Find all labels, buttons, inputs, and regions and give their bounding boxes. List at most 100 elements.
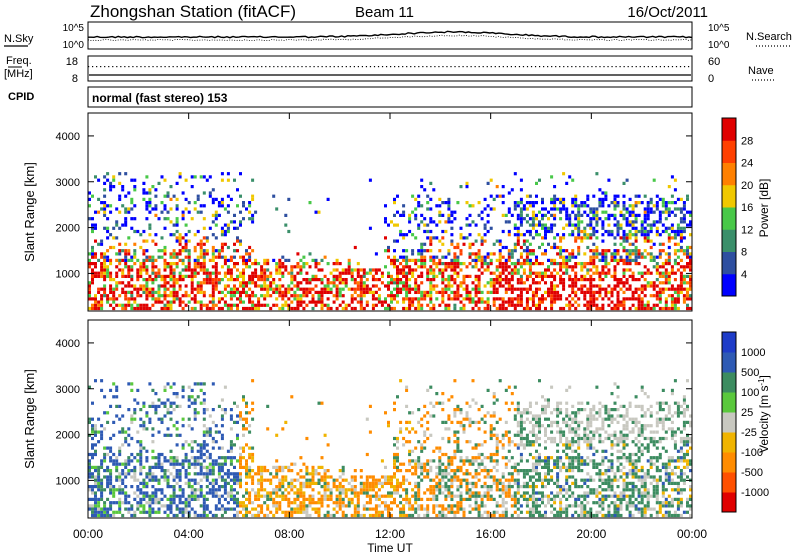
heatmap-cell <box>453 431 456 434</box>
heatmap-cell <box>659 249 662 252</box>
heatmap-cell <box>574 256 577 259</box>
heatmap-cell <box>496 398 499 401</box>
heatmap-cell <box>450 495 453 498</box>
heatmap-cell <box>360 294 363 297</box>
heatmap-cell <box>493 304 496 307</box>
heatmap-cell <box>481 301 484 304</box>
heatmap-cell <box>396 268 399 271</box>
heatmap-cell <box>541 224 544 227</box>
heatmap-cell <box>299 475 302 478</box>
heatmap-cell <box>245 504 248 507</box>
heatmap-cell <box>411 450 414 453</box>
heatmap-cell <box>686 211 689 214</box>
heatmap-cell <box>366 488 369 491</box>
heatmap-cell <box>387 281 390 284</box>
heatmap-cell <box>281 307 284 310</box>
heatmap-cell <box>185 304 188 307</box>
heatmap-cell <box>505 220 508 223</box>
heatmap-cell <box>429 272 432 275</box>
heatmap-cell <box>450 479 453 482</box>
heatmap-cell <box>475 284 478 287</box>
heatmap-cell <box>158 463 161 466</box>
heatmap-cell <box>396 440 399 443</box>
heatmap-cell <box>447 472 450 475</box>
heatmap-cell <box>508 304 511 307</box>
heatmap-cell <box>496 437 499 440</box>
heatmap-cell <box>130 198 133 201</box>
heatmap-cell <box>130 459 133 462</box>
heatmap-cell <box>94 256 97 259</box>
heatmap-cell <box>161 488 164 491</box>
heatmap-cell <box>127 297 130 300</box>
heatmap-cell <box>145 459 148 462</box>
heatmap-cell <box>484 301 487 304</box>
heatmap-cell <box>312 508 315 511</box>
heatmap-cell <box>142 291 145 294</box>
heatmap-cell <box>230 508 233 511</box>
heatmap-cell <box>188 201 191 204</box>
heatmap-cell <box>611 291 614 294</box>
heatmap-cell <box>577 262 580 265</box>
heatmap-cell <box>641 220 644 223</box>
heatmap-cell <box>227 195 230 198</box>
heatmap-cell <box>260 469 263 472</box>
heatmap-cell <box>130 227 133 230</box>
heatmap-cell <box>405 275 408 278</box>
heatmap-cell <box>248 288 251 291</box>
heatmap-cell <box>381 275 384 278</box>
heatmap-cell <box>191 275 194 278</box>
heatmap-cell <box>278 291 281 294</box>
heatmap-cell <box>456 265 459 268</box>
heatmap-cell <box>194 175 197 178</box>
heatmap-cell <box>197 243 200 246</box>
heatmap-cell <box>245 259 248 262</box>
heatmap-cell <box>499 252 502 255</box>
heatmap-cell <box>393 488 396 491</box>
heatmap-cell <box>601 249 604 252</box>
heatmap-cell <box>275 491 278 494</box>
heatmap-cell <box>139 491 142 494</box>
heatmap-cell <box>562 233 565 236</box>
heatmap-cell <box>577 249 580 252</box>
heatmap-cell <box>97 418 100 421</box>
heatmap-cell <box>496 501 499 504</box>
heatmap-cell <box>683 207 686 210</box>
heatmap-cell <box>91 508 94 511</box>
heatmap-cell <box>133 301 136 304</box>
heatmap-cell <box>665 301 668 304</box>
heatmap-cell <box>438 488 441 491</box>
heatmap-cell <box>547 291 550 294</box>
heatmap-cell <box>100 265 103 268</box>
heatmap-cell <box>315 259 318 262</box>
heatmap-cell <box>109 204 112 207</box>
heatmap-cell <box>215 272 218 275</box>
heatmap-cell <box>441 479 444 482</box>
heatmap-cell <box>287 498 290 501</box>
heatmap-cell <box>662 224 665 227</box>
heatmap-cell <box>109 491 112 494</box>
heatmap-cell <box>604 265 607 268</box>
heatmap-cell <box>402 508 405 511</box>
heatmap-cell <box>487 495 490 498</box>
heatmap-cell <box>324 275 327 278</box>
heatmap-cell <box>520 288 523 291</box>
heatmap-cell <box>511 249 514 252</box>
heatmap-cell <box>100 424 103 427</box>
heatmap-cell <box>233 179 236 182</box>
heatmap-cell <box>206 304 209 307</box>
heatmap-cell <box>369 179 372 182</box>
heatmap-cell <box>251 198 254 201</box>
heatmap-cell <box>139 472 142 475</box>
heatmap-cell <box>665 204 668 207</box>
heatmap-cell <box>460 411 463 414</box>
heatmap-cell <box>287 482 290 485</box>
heatmap-cell <box>460 307 463 310</box>
heatmap-cell <box>680 249 683 252</box>
heatmap-cell <box>251 456 254 459</box>
heatmap-cell <box>103 514 106 517</box>
heatmap-cell <box>133 188 136 191</box>
heatmap-cell <box>245 249 248 252</box>
heatmap-cell <box>321 504 324 507</box>
heatmap-cell <box>248 511 251 514</box>
power-colorbar-label: Power [dB] <box>757 179 771 238</box>
